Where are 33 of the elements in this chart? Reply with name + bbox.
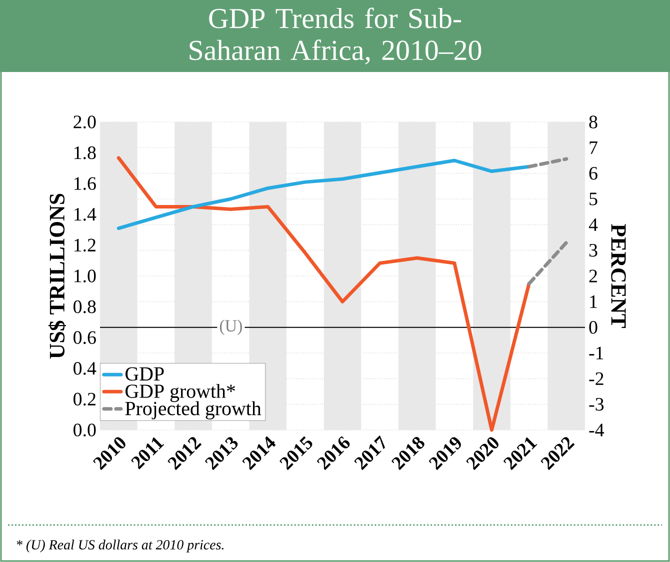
y2-tick-label: 4	[588, 218, 598, 231]
y2-tick-label: -2	[589, 372, 604, 385]
y-tick-label: 2.0	[74, 116, 96, 128]
y2-tick-label: 5	[590, 192, 598, 206]
y-tick-label: 0.4	[74, 362, 96, 375]
y-tick-label: 0.8	[74, 300, 96, 314]
y-tick-label: 1.2	[74, 238, 96, 252]
ref-line-label: (U)	[220, 320, 242, 336]
y-tick-label: 1.4	[74, 208, 96, 221]
y-tick-label: 0.2	[74, 392, 96, 406]
y2-tick-label: 6	[589, 166, 598, 180]
y2-tick-label: 8	[589, 116, 598, 128]
y2-tick-label: -3	[589, 398, 604, 411]
y2-axis-title: PERCENT	[611, 224, 626, 328]
y-axis-title: US$ TRILLIONS	[48, 194, 66, 359]
chart-title: GDP Trends for Sub-Saharan Africa, 2010–20	[190, 8, 482, 64]
y2-tick-label: 3	[589, 244, 598, 257]
y-tick-label: 0.6	[74, 331, 96, 344]
y2-tick-label: 7	[590, 141, 598, 154]
y-tick-label: 1.0	[74, 270, 96, 282]
text: * (U) Real US dollars at 2010 prices.	[16, 540, 224, 552]
legend-label: GDP	[126, 367, 164, 381]
legend-label: Projected growth	[125, 401, 262, 420]
y2-tick-label: 1	[590, 295, 597, 308]
y-tick-label: 1.6	[74, 177, 96, 190]
y2-tick-label: -4	[589, 424, 604, 436]
line-series	[116, 156, 531, 432]
y-tick-label: 0.0	[74, 424, 96, 436]
y2-tick-label: -1	[589, 346, 604, 360]
y2-tick-label: 0	[589, 320, 598, 334]
legend-label: GDP growth*	[126, 384, 235, 402]
y2-tick-label: 2	[589, 270, 597, 282]
y-tick-label: 1.8	[74, 146, 96, 160]
